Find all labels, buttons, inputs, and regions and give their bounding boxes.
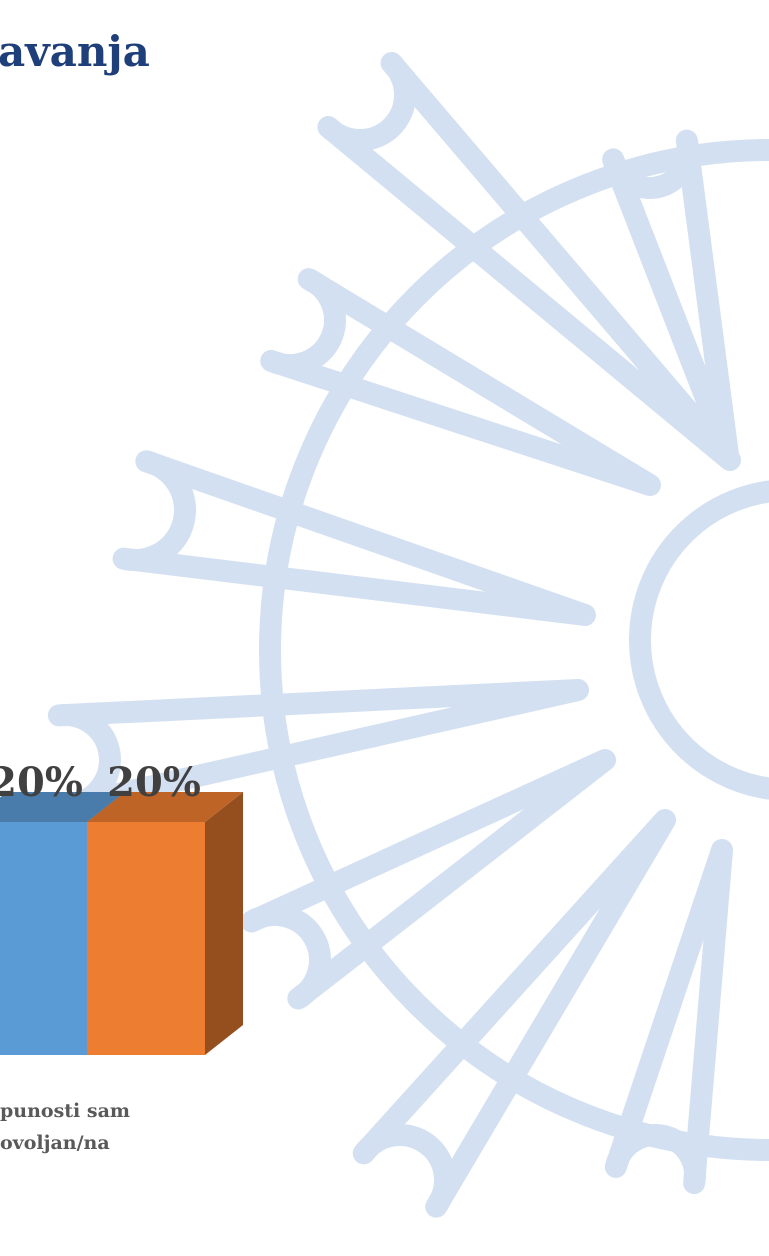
- chart-title: avanja: [0, 27, 150, 76]
- decor-circle: [640, 490, 769, 790]
- bar-front: [0, 822, 87, 1055]
- bar: [87, 792, 243, 1055]
- data-label: 20%: [107, 759, 201, 806]
- chart: avanja 20% 20%: [0, 0, 769, 1256]
- bar-side: [205, 792, 243, 1055]
- decor-petal: [616, 850, 722, 1183]
- bar-front: [87, 822, 205, 1055]
- decor-petal: [124, 461, 585, 615]
- page: {"chart_data": {"type": "bar3d", "title"…: [0, 0, 769, 1256]
- data-label: 20%: [0, 759, 83, 806]
- category-label: punosti sam ovoljan/na: [0, 1095, 205, 1159]
- decor-petal: [252, 760, 605, 998]
